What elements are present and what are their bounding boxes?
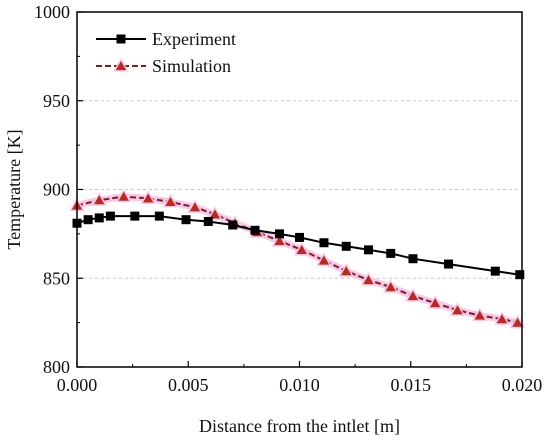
y-tick-label: 950 — [43, 91, 70, 111]
y-tick-label: 850 — [43, 268, 70, 288]
point-experiment — [83, 215, 93, 225]
series-layer — [69, 188, 526, 329]
y-tick-label: 800 — [43, 357, 70, 377]
point-simulation — [207, 206, 223, 220]
point-experiment — [228, 220, 238, 230]
legend-item-simulation: Simulation — [96, 56, 231, 76]
x-tick-label: 0.000 — [57, 375, 98, 395]
point-simulation — [140, 190, 156, 204]
point-simulation — [293, 241, 310, 256]
point-simulation — [509, 314, 526, 329]
point-simulation — [187, 199, 203, 213]
point-simulation — [162, 193, 179, 208]
y-tick-label: 1000 — [34, 2, 70, 22]
point-simulation — [338, 263, 355, 277]
point-experiment — [444, 259, 454, 269]
point-simulation — [115, 188, 132, 203]
x-tick-label: 0.010 — [279, 375, 320, 395]
point-experiment — [154, 211, 164, 221]
point-experiment — [319, 238, 329, 248]
legend-label-experiment: Experiment — [152, 29, 236, 49]
x-tick-label: 0.015 — [391, 375, 432, 395]
point-experiment — [105, 211, 115, 221]
point-experiment — [490, 266, 500, 276]
legend: Experiment Simulation — [96, 29, 236, 76]
point-simulation — [382, 279, 399, 293]
point-experiment — [408, 254, 418, 264]
point-simulation — [471, 307, 488, 322]
x-tick-label: 0.020 — [502, 375, 543, 395]
point-simulation — [449, 302, 466, 316]
legend-item-experiment: Experiment — [96, 29, 236, 49]
point-experiment — [363, 245, 373, 255]
point-experiment — [181, 215, 191, 225]
point-experiment — [295, 232, 304, 242]
point-experiment — [94, 213, 104, 223]
tick-layer: 0.000 0.005 0.010 0.015 0.020 800 850 900 950 100… — [34, 2, 542, 395]
legend-marker-triangle — [113, 57, 129, 72]
point-simulation — [316, 252, 332, 267]
point-experiment — [386, 248, 396, 258]
point-experiment — [341, 241, 351, 251]
point-experiment — [130, 211, 140, 221]
x-axis-title: Distance from the intlet [m] — [199, 416, 400, 436]
point-simulation — [427, 295, 444, 309]
point-experiment — [515, 270, 525, 280]
point-simulation — [494, 311, 510, 325]
point-experiment — [250, 225, 260, 235]
point-simulation — [405, 287, 421, 302]
point-simulation — [271, 232, 288, 247]
point-simulation — [360, 272, 377, 286]
y-axis-title: Temperature [K] — [4, 129, 24, 249]
legend-label-simulation: Simulation — [152, 56, 231, 76]
point-experiment — [274, 229, 284, 239]
y-tick-label: 900 — [43, 180, 70, 200]
x-tick-label: 0.005 — [168, 375, 209, 395]
point-experiment — [203, 216, 213, 226]
grid-layer — [77, 100, 522, 279]
point-simulation — [91, 192, 108, 206]
legend-marker-square — [116, 34, 126, 44]
